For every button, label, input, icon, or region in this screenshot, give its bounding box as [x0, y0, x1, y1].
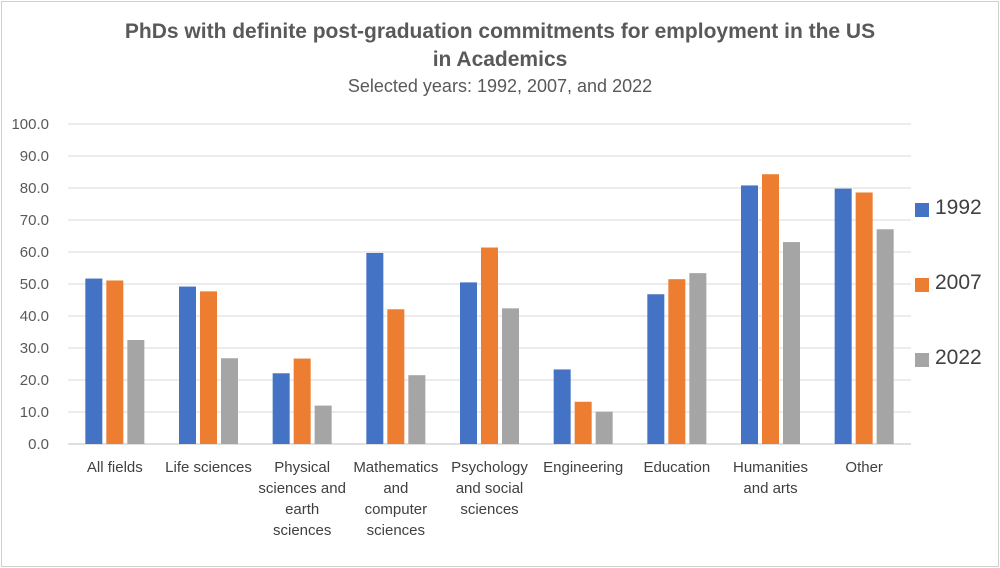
y-tick-label: 10.0 [20, 404, 49, 421]
y-tick-label: 50.0 [20, 276, 49, 293]
bar-1992 [366, 252, 384, 444]
bar-1992 [834, 188, 852, 444]
x-tick-label: and social [456, 480, 524, 497]
bar-2007 [574, 401, 592, 444]
x-tick-label: sciences [460, 501, 518, 518]
bar-2022 [221, 358, 238, 444]
chart-title-line-1: PhDs with definite post-graduation commi… [124, 20, 876, 43]
chart-subtitle: Selected years: 1992, 2007, and 2022 [347, 76, 653, 96]
y-tick-label: 100.0 [11, 116, 49, 133]
chart-title-line-2: in Academics [432, 48, 568, 71]
bar-2022 [689, 273, 707, 444]
bar-2022 [876, 229, 894, 444]
x-tick-label: sciences and [258, 480, 346, 497]
y-tick-label: 90.0 [20, 148, 49, 165]
y-tick-label: 20.0 [20, 372, 49, 389]
x-tick-label: and arts [743, 480, 797, 497]
y-tick-label: 80.0 [20, 180, 49, 197]
x-tick-label: Education [643, 459, 710, 476]
legend-label: 2007 [935, 271, 982, 294]
bar-2022 [502, 308, 519, 444]
bar-2007 [855, 192, 873, 444]
bar-2007 [668, 279, 686, 444]
bar-1992 [741, 185, 758, 444]
x-tick-label: Engineering [543, 459, 623, 476]
bar-1992 [647, 294, 665, 444]
bar-2007 [200, 291, 217, 444]
legend-item-1992: 1992 [915, 196, 1000, 226]
legend-swatch [915, 203, 929, 217]
legend-swatch [915, 353, 929, 367]
x-tick-label: earth [285, 501, 319, 518]
y-tick-label: 30.0 [20, 340, 49, 357]
y-tick-label: 0.0 [28, 436, 49, 453]
bar-2007 [106, 280, 124, 444]
legend-swatch [915, 278, 929, 292]
x-tick-label: sciences [273, 522, 331, 539]
bar-2007 [387, 309, 405, 444]
x-tick-label: Physical [274, 459, 330, 476]
y-tick-label: 70.0 [20, 212, 49, 229]
bar-1992 [460, 282, 477, 444]
legend-label: 2022 [935, 346, 982, 369]
x-tick-label: sciences [367, 522, 425, 539]
bar-1992 [553, 369, 571, 444]
bar-2022 [408, 375, 426, 444]
legend-item-2022: 2022 [915, 346, 1000, 376]
bar-2007 [762, 174, 779, 445]
x-tick-label: Psychology [451, 459, 528, 476]
bar-2007 [481, 247, 498, 444]
y-tick-label: 60.0 [20, 244, 49, 261]
x-tick-label: Life sciences [165, 459, 252, 476]
y-tick-label: 40.0 [20, 308, 49, 325]
x-tick-label: All fields [87, 459, 143, 476]
bar-2022 [595, 411, 613, 444]
bar-2022 [127, 340, 145, 444]
bar-1992 [272, 373, 290, 444]
x-tick-label: Mathematics [353, 459, 438, 476]
x-tick-label: computer [365, 501, 428, 518]
x-tick-label: Humanities [733, 459, 808, 476]
x-tick-label: and [383, 480, 408, 497]
legend-label: 1992 [935, 196, 982, 219]
bar-2022 [783, 242, 800, 444]
bar-2007 [293, 358, 311, 444]
legend-item-2007: 2007 [915, 271, 1000, 301]
x-tick-label: Other [845, 459, 883, 476]
bar-1992 [179, 286, 196, 444]
bar-2022 [314, 405, 332, 444]
bar-1992 [85, 278, 103, 444]
